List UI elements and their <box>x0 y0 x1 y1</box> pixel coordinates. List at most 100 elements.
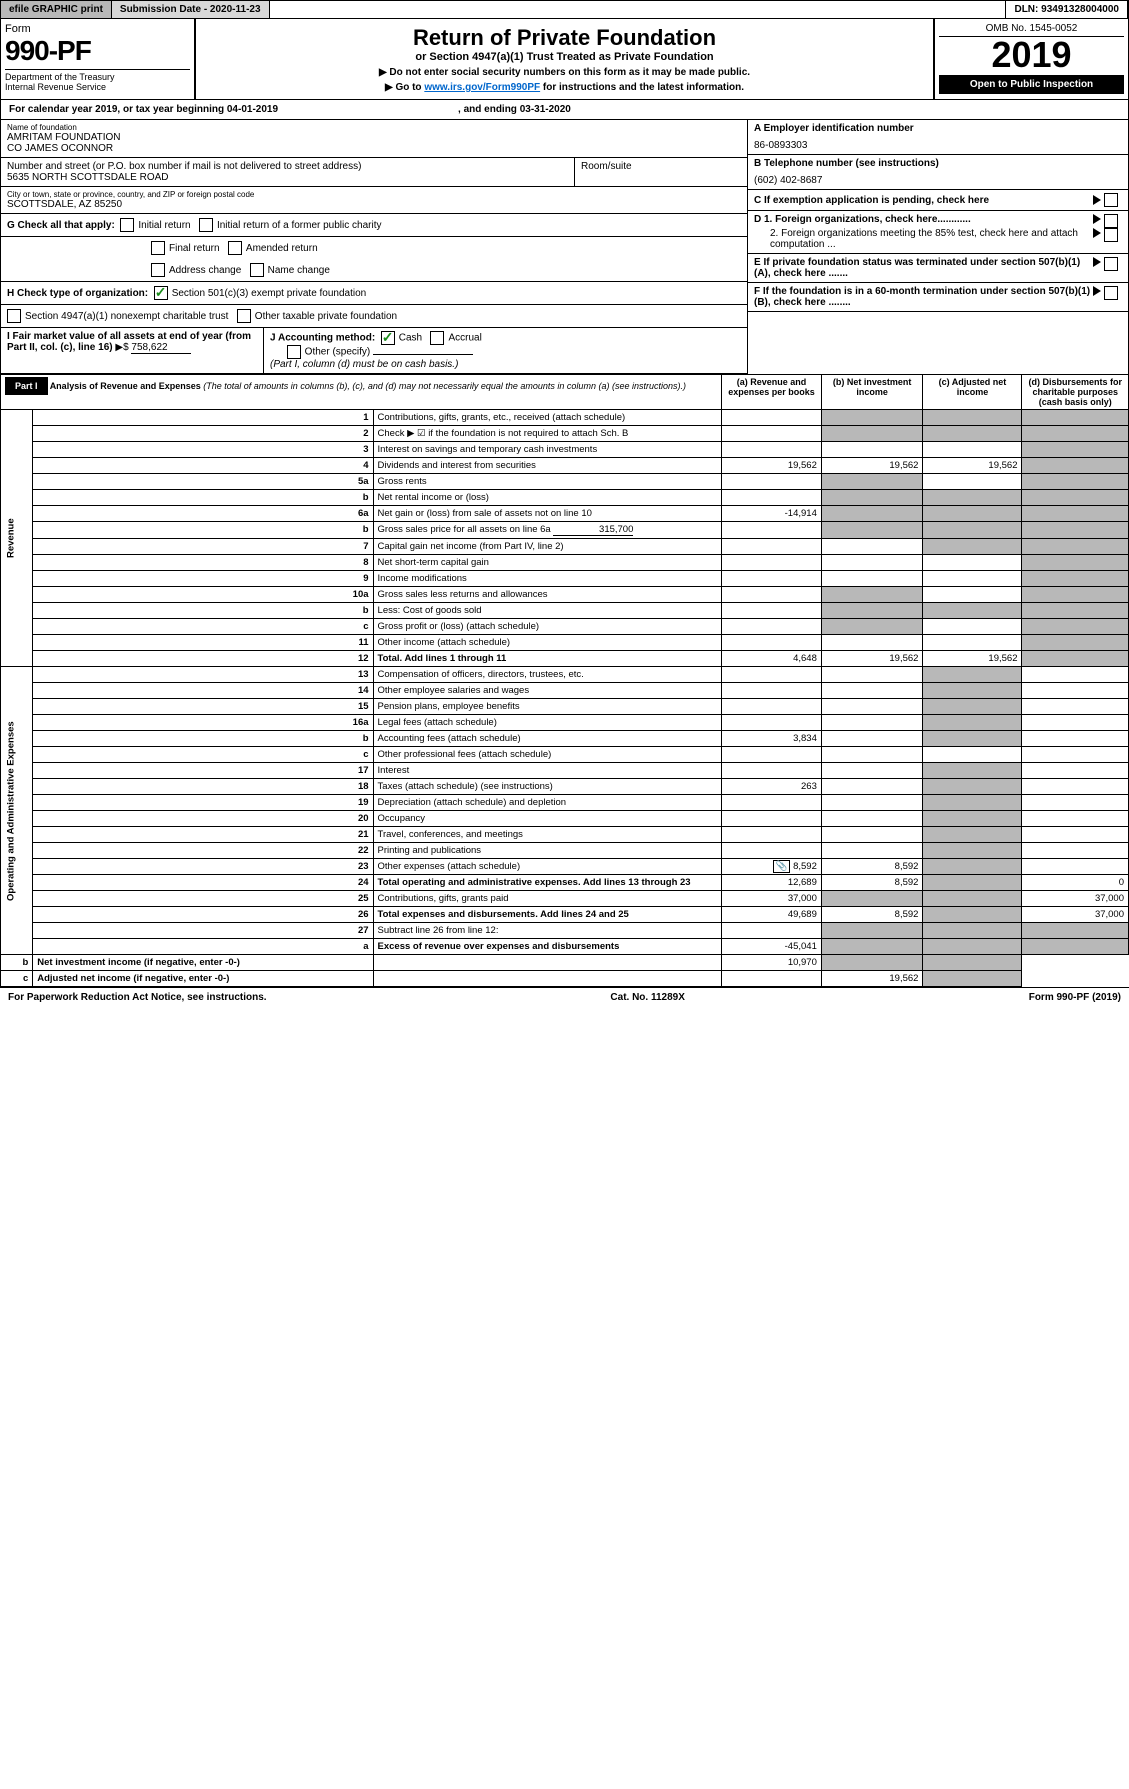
line-number: 21 <box>33 827 373 843</box>
col-b-value <box>821 571 923 587</box>
col-d-value <box>1022 619 1129 635</box>
col-b-value <box>821 603 923 619</box>
arrow-icon <box>1093 286 1101 296</box>
c-checkbox[interactable] <box>1104 193 1118 207</box>
table-row: cAdjusted net income (if negative, enter… <box>1 971 1129 987</box>
table-row: 25Contributions, gifts, grants paid37,00… <box>1 891 1129 907</box>
top-bar: efile GRAPHIC print Submission Date - 20… <box>0 0 1129 19</box>
entity-info: Name of foundationAMRITAM FOUNDATIONCO J… <box>0 120 1129 374</box>
col-a-value <box>722 795 822 811</box>
table-row: bLess: Cost of goods sold <box>1 603 1129 619</box>
line-number: b <box>33 603 373 619</box>
line-number: 8 <box>33 555 373 571</box>
line-number: 14 <box>33 683 373 699</box>
efile-label[interactable]: efile GRAPHIC print <box>1 1 112 18</box>
part1-note: (The total of amounts in columns (b), (c… <box>203 381 686 391</box>
col-c-value <box>923 474 1022 490</box>
col-b-value <box>821 891 923 907</box>
line-number: 24 <box>33 875 373 891</box>
col-a-value: 263 <box>722 779 822 795</box>
501c3-checkbox[interactable] <box>154 286 168 300</box>
form-label: Form <box>5 23 190 35</box>
col-a-value: 49,689 <box>722 907 822 923</box>
col-c-value: 19,562 <box>821 971 923 987</box>
col-c-value <box>923 442 1022 458</box>
col-a-value <box>722 474 822 490</box>
line-description: Other income (attach schedule) <box>373 635 722 651</box>
ein-label: A Employer identification number <box>754 123 1122 134</box>
arrow-icon <box>1093 228 1101 238</box>
col-a-value: -14,914 <box>722 506 822 522</box>
table-row: 12Total. Add lines 1 through 114,64819,5… <box>1 651 1129 667</box>
accrual-checkbox[interactable] <box>430 331 444 345</box>
col-c-value <box>923 715 1022 731</box>
e-label: E If private foundation status was termi… <box>754 257 1093 279</box>
col-a-value <box>722 811 822 827</box>
line-number: b <box>1 955 33 971</box>
table-row: bNet investment income (if negative, ent… <box>1 955 1129 971</box>
amended-return-checkbox[interactable] <box>228 241 242 255</box>
col-d-value <box>1022 827 1129 843</box>
col-b-value: 10,970 <box>722 955 822 971</box>
col-a-value <box>373 955 722 971</box>
col-c-value <box>923 506 1022 522</box>
col-b-value <box>821 939 923 955</box>
col-c-value <box>821 955 923 971</box>
table-row: 17Interest <box>1 763 1129 779</box>
other-taxable-checkbox[interactable] <box>237 309 251 323</box>
4947-checkbox[interactable] <box>7 309 21 323</box>
line-description: Net gain or (loss) from sale of assets n… <box>373 506 722 522</box>
line-description: Other professional fees (attach schedule… <box>373 747 722 763</box>
col-d-value <box>1022 779 1129 795</box>
ein-value: 86-0893303 <box>754 134 1122 151</box>
submission-date: Submission Date - 2020-11-23 <box>112 1 270 18</box>
col-c-value <box>923 522 1022 539</box>
col-d-value <box>923 971 1022 987</box>
line-number: 13 <box>33 667 373 683</box>
table-row: 2Check ▶ ☑ if the foundation is not requ… <box>1 426 1129 442</box>
col-b-value <box>821 811 923 827</box>
irs-link[interactable]: www.irs.gov/Form990PF <box>424 82 540 93</box>
col-a-value <box>722 442 822 458</box>
col-a-value: 37,000 <box>722 891 822 907</box>
line-description: Total. Add lines 1 through 11 <box>373 651 722 667</box>
col-b-value <box>821 923 923 939</box>
d1-checkbox[interactable] <box>1104 214 1118 228</box>
cash-basis-note: (Part I, column (d) must be on cash basi… <box>270 359 458 370</box>
part1-table: Part I Analysis of Revenue and Expenses … <box>0 374 1129 987</box>
table-row: Operating and Administrative Expenses13C… <box>1 667 1129 683</box>
foundation-co: CO JAMES OCONNOR <box>7 143 741 154</box>
table-row: 8Net short-term capital gain <box>1 555 1129 571</box>
name-change-checkbox[interactable] <box>250 263 264 277</box>
d2-checkbox[interactable] <box>1104 228 1118 242</box>
d2-label: 2. Foreign organizations meeting the 85%… <box>770 228 1093 250</box>
e-checkbox[interactable] <box>1104 257 1118 271</box>
city-label: City or town, state or province, country… <box>7 190 741 199</box>
col-a-value <box>722 571 822 587</box>
col-b-value <box>821 555 923 571</box>
initial-return-checkbox[interactable] <box>120 218 134 232</box>
other-method-checkbox[interactable] <box>287 345 301 359</box>
col-a-value <box>722 923 822 939</box>
col-c-value <box>923 859 1022 875</box>
initial-public-checkbox[interactable] <box>199 218 213 232</box>
f-checkbox[interactable] <box>1104 286 1118 300</box>
col-d-value <box>1022 506 1129 522</box>
cash-checkbox[interactable] <box>381 331 395 345</box>
line-description: Contributions, gifts, grants paid <box>373 891 722 907</box>
col-c-value <box>923 587 1022 603</box>
city-state-zip: SCOTTSDALE, AZ 85250 <box>7 199 741 210</box>
col-b-value <box>821 426 923 442</box>
address-change-checkbox[interactable] <box>151 263 165 277</box>
line-description: Travel, conferences, and meetings <box>373 827 722 843</box>
table-row: 4Dividends and interest from securities1… <box>1 458 1129 474</box>
final-return-checkbox[interactable] <box>151 241 165 255</box>
arrow-icon <box>1093 195 1101 205</box>
line-number: 4 <box>33 458 373 474</box>
table-row: 19Depreciation (attach schedule) and dep… <box>1 795 1129 811</box>
expenses-section-label: Operating and Administrative Expenses <box>1 667 33 955</box>
col-c-value <box>923 811 1022 827</box>
col-c-value <box>923 571 1022 587</box>
line-description: Excess of revenue over expenses and disb… <box>373 939 722 955</box>
table-row: bAccounting fees (attach schedule)3,834 <box>1 731 1129 747</box>
